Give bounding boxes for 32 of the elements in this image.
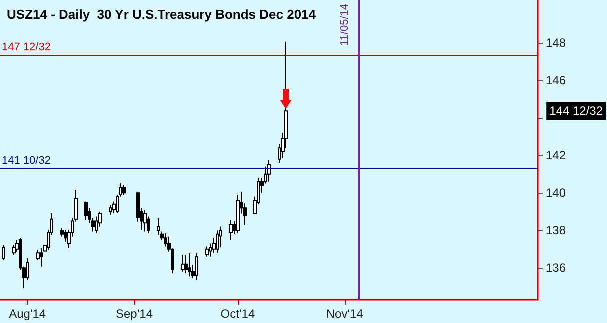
candlestick (40, 248, 43, 268)
x-tick-label: Sep'14 (116, 307, 154, 321)
candlestick (2, 244, 5, 261)
text: 144 12/32 (550, 104, 604, 118)
y-tick-label: 148 (546, 36, 566, 50)
ref-line-label: 141 10/32 (2, 155, 51, 168)
candlestick (122, 184, 126, 196)
candlestick (188, 253, 191, 278)
candlestick (236, 194, 240, 234)
candlestick (229, 220, 233, 240)
candlestick (267, 160, 271, 182)
candlestick (184, 254, 188, 274)
x-tick-label: Oct'14 (220, 307, 256, 321)
text: USZ14 - Daily 30 Yr U.S.Treasury Bonds Dec 2014 (7, 7, 317, 22)
x-tick-label: Aug'14 (9, 307, 46, 321)
candlestick (205, 246, 209, 258)
y-tick-label: 140 (546, 186, 566, 200)
candlestick (84, 201, 88, 221)
y-tick-label: 138 (546, 224, 566, 238)
candlestick (195, 253, 198, 281)
candlestick (109, 204, 112, 216)
candlestick (95, 216, 98, 234)
candlestick (143, 210, 147, 232)
candlestick (216, 230, 219, 254)
y-tick-label: 142 (546, 148, 566, 163)
candlestick (157, 218, 160, 236)
y-tick-label: 146 (546, 74, 566, 88)
y-tick-label: 136 (546, 261, 566, 276)
x-tick-label: Nov'14 (326, 307, 364, 321)
ref-line-label: 11/05/14 (339, 4, 352, 46)
ref-line-label: 147 12/32 (2, 41, 51, 54)
candlestick (181, 254, 185, 272)
